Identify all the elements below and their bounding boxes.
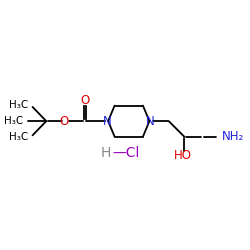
Text: N: N [146, 115, 155, 128]
Text: O: O [80, 94, 90, 107]
Text: H: H [100, 146, 111, 160]
Text: N: N [102, 115, 111, 128]
Text: NH₂: NH₂ [222, 130, 244, 143]
Text: H₃C: H₃C [9, 100, 28, 110]
Text: O: O [59, 115, 68, 128]
Text: H₃C: H₃C [9, 132, 28, 142]
Text: H₃C: H₃C [4, 116, 23, 126]
Text: —Cl: —Cl [112, 146, 140, 160]
Text: HO: HO [174, 149, 192, 162]
